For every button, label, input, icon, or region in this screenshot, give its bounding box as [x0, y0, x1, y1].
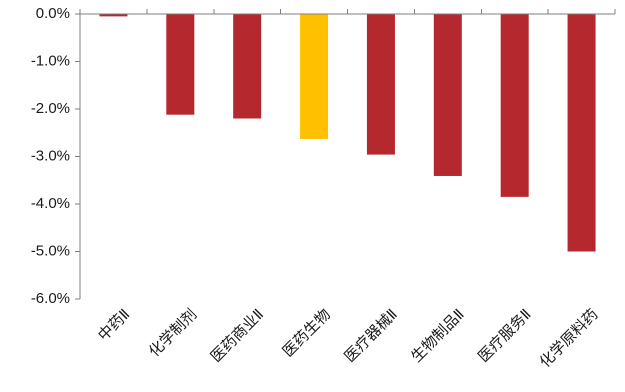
- y-tick-label: -2.0%: [31, 100, 70, 117]
- y-tick-label: -5.0%: [31, 242, 70, 259]
- bar: [433, 14, 462, 176]
- x-category-label: 医药商业Ⅱ: [207, 305, 267, 365]
- bar: [500, 14, 529, 197]
- bar: [233, 14, 262, 119]
- y-tick-label: 0.0%: [36, 5, 70, 22]
- bar: [99, 14, 128, 17]
- x-category-label: 化学制剂: [145, 305, 200, 360]
- bar: [366, 14, 395, 155]
- x-category-label: 化学原料药: [536, 305, 602, 371]
- y-tick-label: -4.0%: [31, 195, 70, 212]
- y-tick-label: -1.0%: [31, 52, 70, 69]
- x-category-label: 中药Ⅱ: [94, 305, 133, 344]
- x-category-label: 医药生物: [279, 305, 334, 360]
- bar: [567, 14, 596, 252]
- x-category-label: 医疗器械Ⅱ: [341, 305, 401, 365]
- bar: [300, 14, 329, 139]
- x-axis: 中药Ⅱ 化学制剂 医药商业Ⅱ 医药生物 医疗器械Ⅱ 生物制品Ⅱ 医疗服务Ⅱ 化学原料药: [79, 9, 616, 371]
- y-axis: 0.0% -1.0% -2.0% -3.0% -4.0% -5.0% -6.0%: [31, 5, 81, 307]
- y-tick-label: -3.0%: [31, 147, 70, 164]
- x-category-label: 医疗服务Ⅱ: [474, 305, 534, 365]
- x-category-label: 生物制品Ⅱ: [407, 305, 467, 365]
- bars: [99, 14, 596, 252]
- y-tick-label: -6.0%: [31, 290, 70, 307]
- bar: [166, 14, 195, 115]
